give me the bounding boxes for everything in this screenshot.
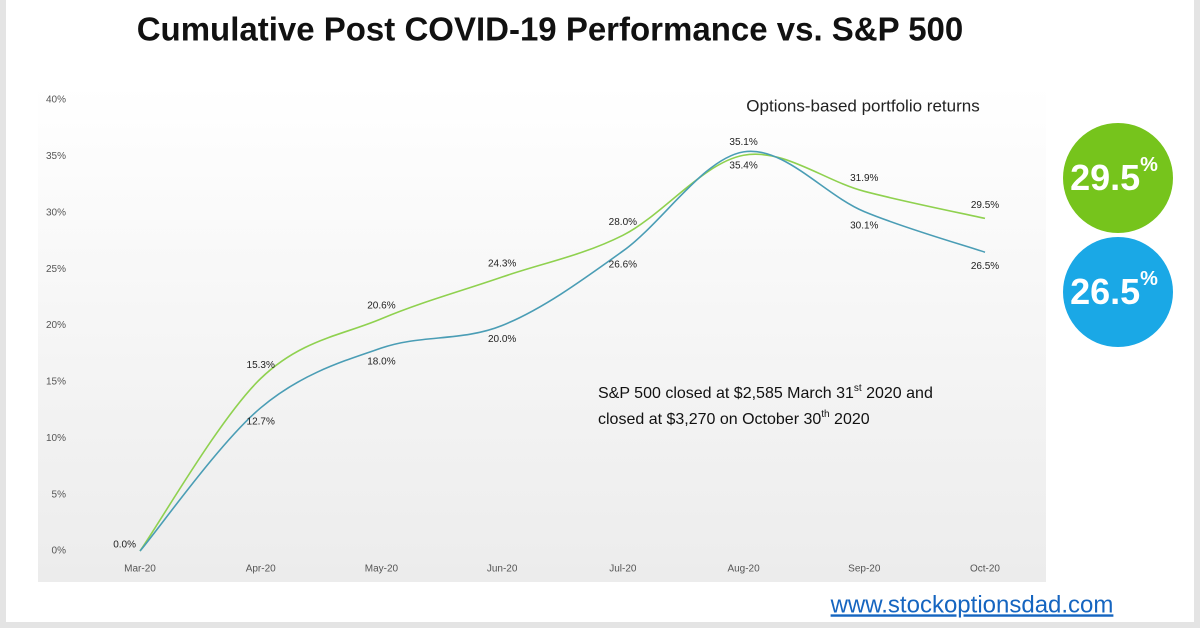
data-label: 35.4% bbox=[729, 161, 757, 172]
x-tick-label: Jul-20 bbox=[609, 564, 637, 575]
y-tick-label: 10% bbox=[46, 433, 66, 444]
badge-unit: % bbox=[1140, 268, 1158, 290]
annotation-part: th bbox=[821, 409, 829, 420]
x-tick-label: Jun-20 bbox=[487, 564, 518, 575]
badge-unit: % bbox=[1140, 154, 1158, 176]
y-tick-label: 35% bbox=[46, 151, 66, 162]
y-tick-label: 25% bbox=[46, 264, 66, 275]
legend-entry: Options-based portfolio returns bbox=[746, 96, 979, 115]
annotation: S&P 500 closed at $2,585 March 31st 2020… bbox=[598, 383, 933, 403]
annotation-part: st bbox=[854, 383, 862, 394]
x-tick-label: May-20 bbox=[365, 564, 399, 575]
data-label: 12.7% bbox=[247, 416, 275, 427]
data-label: 31.9% bbox=[850, 173, 878, 184]
chart-title: Cumulative Post COVID-19 Performance vs.… bbox=[137, 11, 964, 48]
x-tick-label: Mar-20 bbox=[124, 564, 156, 575]
data-label: 15.3% bbox=[247, 360, 275, 371]
data-label: 24.3% bbox=[488, 259, 516, 270]
y-tick-label: 0% bbox=[52, 546, 67, 557]
badge-label: 29.5% bbox=[1070, 154, 1158, 197]
annotation-part: S&P 500 closed at $2,585 March 31 bbox=[598, 385, 854, 402]
x-tick-label: Aug-20 bbox=[727, 564, 760, 575]
data-label: 26.6% bbox=[609, 260, 637, 271]
data-label: 20.6% bbox=[367, 300, 395, 311]
data-label: 28.0% bbox=[609, 217, 637, 228]
data-label: 30.1% bbox=[850, 220, 878, 231]
badge bbox=[1063, 237, 1173, 347]
y-tick-label: 30% bbox=[46, 207, 66, 218]
annotation-part: 2020 and bbox=[862, 385, 933, 402]
badge-value: 26.5 bbox=[1070, 271, 1140, 312]
y-tick-label: 15% bbox=[46, 377, 66, 388]
data-label: 20.0% bbox=[488, 334, 516, 345]
plot-panel bbox=[38, 84, 1046, 582]
data-label: 26.5% bbox=[971, 261, 999, 272]
x-tick-label: Oct-20 bbox=[970, 564, 1000, 575]
annotation-part: closed at $3,270 on October 30 bbox=[598, 411, 821, 428]
badge-label: 26.5% bbox=[1070, 268, 1158, 311]
data-label: 29.5% bbox=[971, 200, 999, 211]
data-label: 35.1% bbox=[729, 137, 757, 148]
y-tick-label: 20% bbox=[46, 320, 66, 331]
y-tick-label: 5% bbox=[52, 489, 67, 500]
badge-value: 29.5 bbox=[1070, 157, 1140, 198]
x-tick-label: Apr-20 bbox=[246, 564, 276, 575]
badge bbox=[1063, 123, 1173, 233]
annotation: closed at $3,270 on October 30th 2020 bbox=[598, 409, 870, 429]
y-tick-label: 40% bbox=[46, 95, 66, 106]
annotation-part: 2020 bbox=[830, 411, 870, 428]
data-label: 18.0% bbox=[367, 357, 395, 368]
series-line bbox=[139, 150, 986, 552]
source-link[interactable]: www.stockoptionsdad.com bbox=[830, 591, 1114, 618]
x-tick-label: Sep-20 bbox=[848, 564, 881, 575]
data-label: 0.0% bbox=[113, 540, 136, 551]
series-line bbox=[139, 153, 986, 552]
